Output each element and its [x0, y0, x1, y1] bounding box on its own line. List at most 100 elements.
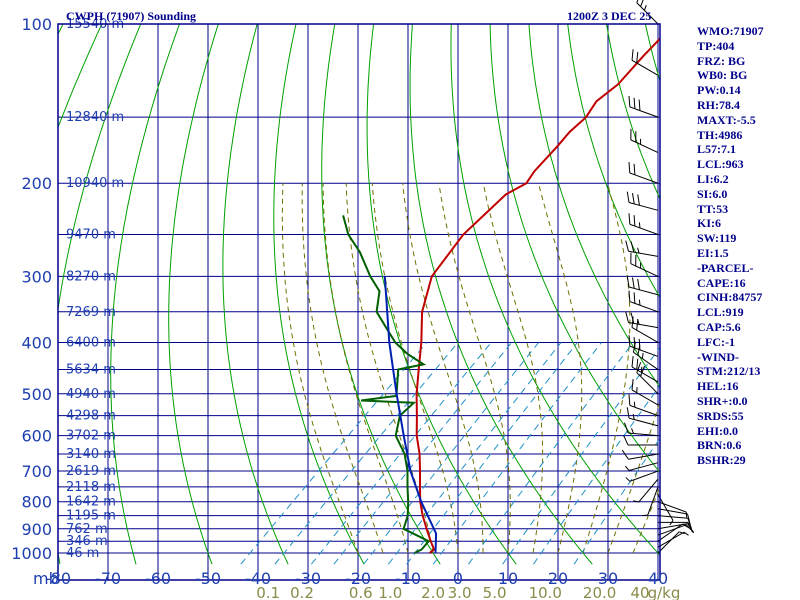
temperature-tick-label: -50 [195, 569, 221, 588]
mixing-ratio-label: 40 [630, 584, 649, 600]
stability-index: SW:119 [697, 231, 737, 246]
stability-index: BSHR:29 [697, 453, 746, 468]
temperature-tick-label: -20 [345, 569, 371, 588]
stability-index: -WIND- [697, 349, 739, 364]
pressure-tick-label: 300 [21, 267, 52, 286]
temperature-trace [415, 37, 660, 554]
stability-index: TH:4986 [697, 127, 743, 142]
wind-barb [636, 362, 659, 395]
height-label: 7269 m [66, 305, 116, 320]
stability-index: SHR+:0.0 [697, 393, 748, 408]
pressure-tick-label: 1000 [11, 544, 52, 563]
dry-adiabat [110, 24, 181, 565]
height-label: 46 m [66, 546, 99, 561]
wind-barb [642, 486, 659, 517]
wind-barb [628, 290, 659, 313]
dry-adiabat [450, 24, 660, 556]
moist-adiabat [301, 183, 384, 554]
stability-index: EI:1.5 [697, 245, 729, 260]
mixing-ratio-line [468, 342, 634, 565]
wind-barb [631, 356, 659, 383]
mixing-ratio-unit: g/kg [648, 584, 681, 600]
temperature-tick-label: 30 [598, 569, 618, 588]
mixing-ratio-line [573, 437, 660, 565]
mixing-ratio-line [240, 342, 428, 565]
wind-barb [636, 0, 659, 25]
wind-barb [657, 531, 689, 548]
stability-index: PW:0.14 [697, 83, 741, 98]
moist-adiabat [438, 183, 511, 554]
pressure-tick-label: 600 [21, 427, 52, 446]
stability-index: SRDS:55 [697, 408, 744, 423]
stability-index: TT:53 [697, 201, 729, 216]
mixing-ratio-line [274, 342, 459, 565]
mixing-ratio-label: 0.1 [256, 584, 280, 600]
wind-barb [631, 49, 659, 76]
dry-adiabat [168, 24, 219, 565]
mixing-ratio-line [363, 342, 539, 565]
wind-barb [657, 524, 695, 536]
dry-adiabat [222, 24, 289, 565]
mixing-ratio-label: 10.0 [529, 584, 562, 600]
dry-adiabat [321, 24, 441, 565]
temperature-tick-label: 40 [648, 569, 668, 588]
height-label: 3140 m [66, 447, 116, 462]
stability-index: CINH:84757 [697, 290, 763, 305]
height-label: 12840 m [66, 110, 124, 125]
stability-index: WB0: BG [697, 68, 748, 83]
dry-adiabat [528, 24, 660, 389]
pressure-tick-label: 100 [21, 15, 52, 34]
temperature-tick-label: -40 [245, 569, 271, 588]
wind-barb [625, 311, 659, 329]
temperature-tick-label: 20 [548, 569, 568, 588]
wind-barb [626, 276, 659, 296]
mixing-ratio-line [406, 342, 578, 565]
pressure-tick-label: 200 [21, 174, 52, 193]
height-label: 2118 m [66, 480, 116, 495]
moist-adiabat [607, 399, 660, 554]
stability-index: SI:6.0 [697, 186, 728, 201]
stability-index: KI:6 [697, 216, 721, 231]
moist-adiabat [371, 183, 459, 554]
mixing-ratio-label: 0.2 [290, 584, 314, 600]
temperature-tick-label: -10 [395, 569, 421, 588]
stability-index: FRZ: BG [697, 53, 746, 68]
parcel-trace [383, 276, 438, 554]
isobar-grid [58, 23, 660, 554]
moist-adiabat [482, 183, 544, 554]
temperature-tick-label: -60 [145, 569, 171, 588]
moist-adiabat [345, 183, 434, 554]
height-label: 10940 m [66, 176, 124, 191]
height-label: 4940 m [66, 387, 116, 402]
height-label: 1195 m [66, 509, 116, 524]
height-label: 762 m [66, 522, 108, 537]
wind-barb [657, 523, 693, 542]
mixing-ratio-line [333, 342, 512, 565]
mixing-ratio-label: 3.0 [448, 584, 472, 600]
pressure-tick-label: 700 [21, 462, 52, 481]
stability-indices-panel: WMO:71907 TP:404 FRZ: BG WB0: BG PW:0.14 RH:7… [697, 24, 800, 468]
wind-barb [628, 95, 659, 118]
wind-barbs [621, 0, 695, 554]
wind-barb [626, 191, 659, 211]
stability-index: STM:212/13 [697, 364, 761, 379]
stability-index: L57:7.1 [697, 142, 736, 157]
moist-adiabat [281, 183, 359, 554]
height-label: 1642 m [66, 495, 116, 510]
dewpoint-trace [342, 215, 431, 554]
wind-barb [625, 240, 659, 257]
dry-adiabat [366, 24, 517, 565]
stability-index: MAXT:-5.5 [697, 112, 756, 127]
wind-barb [658, 521, 693, 533]
wind-barb [625, 462, 659, 471]
stability-index: LCL:963 [697, 157, 744, 172]
stability-index: CAPE:16 [697, 275, 746, 290]
temperature-tick-label: -80 [45, 569, 71, 588]
temperature-tick-label: -30 [295, 569, 321, 588]
mixing-ratio-line [432, 342, 602, 565]
dry-adiabat [273, 24, 365, 565]
mixing-ratio-line [311, 342, 492, 565]
